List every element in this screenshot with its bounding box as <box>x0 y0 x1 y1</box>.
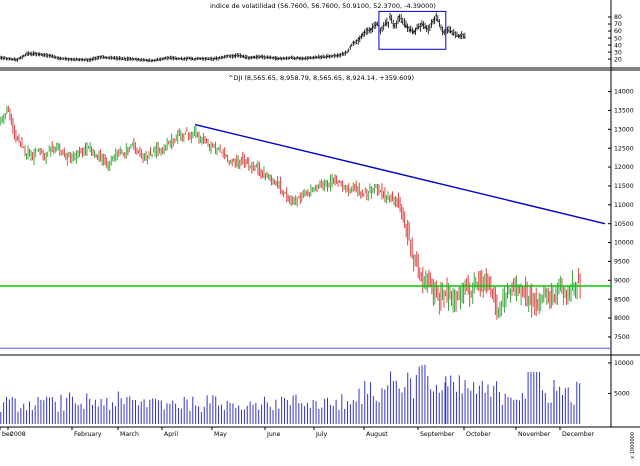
y-tick-label: 8000 <box>614 315 630 322</box>
x-tick-label: May <box>214 431 227 438</box>
y-tick-label: 7500 <box>614 334 630 341</box>
y-tick-label: 13500 <box>614 108 634 115</box>
y-tick-label: 11000 <box>614 202 634 209</box>
x-tick-label: October <box>466 431 491 438</box>
y-tick-label: 12000 <box>614 164 634 171</box>
y-tick-label: 12500 <box>614 145 634 152</box>
y-tick-label: 5000 <box>614 391 630 398</box>
x-tick-label: 2008 <box>10 431 26 438</box>
y-tick-label: 50 <box>614 35 622 42</box>
price-title: ^DJI (8,565.65, 8,958.79, 8,565.65, 8,92… <box>228 74 414 82</box>
y-tick-label: 10500 <box>614 221 634 228</box>
x-tick-label: November <box>518 431 551 438</box>
y-tick-label: 40 <box>614 42 622 49</box>
x-tick-label: September <box>420 431 455 438</box>
y-tick-label: 9000 <box>614 277 630 284</box>
y-tick-label: 30 <box>614 49 622 56</box>
x-tick-label: December <box>562 431 595 438</box>
x-tick-label: July <box>315 431 327 438</box>
y-tick-label: 14000 <box>614 89 634 96</box>
y-tick-label: 10000 <box>614 240 634 247</box>
y-tick-label: 11500 <box>614 183 634 190</box>
y-tick-label: 10000 <box>614 360 634 367</box>
y-tick-label: 8500 <box>614 296 630 303</box>
x-tick-label: June <box>266 431 281 438</box>
y-tick-label: 60 <box>614 28 622 35</box>
x-tick-label: March <box>120 431 139 438</box>
y-tick-label: 20 <box>614 56 622 63</box>
y-tick-label: 80 <box>614 14 622 21</box>
y-tick-label: 9500 <box>614 259 630 266</box>
x-tick-label: April <box>164 431 178 438</box>
y-tick-label: 13000 <box>614 126 634 133</box>
x-tick-label: August <box>366 431 388 438</box>
volatility-title: indice de volatilidad (56.7600, 56.7600,… <box>210 2 436 10</box>
y-tick-label: 70 <box>614 21 622 28</box>
volume-unit-label: x 1000000 <box>630 432 636 459</box>
x-tick-label: February <box>74 431 102 438</box>
